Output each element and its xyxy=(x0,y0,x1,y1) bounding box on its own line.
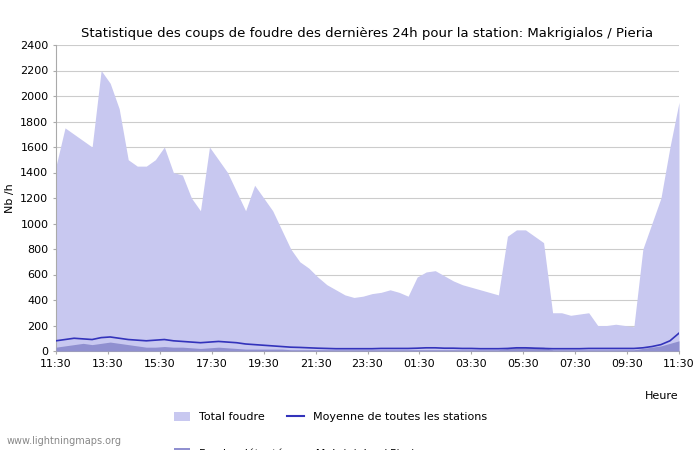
Legend: Foudre détectée par Makrigialos / Pieria: Foudre détectée par Makrigialos / Pieria xyxy=(174,448,421,450)
Text: Heure: Heure xyxy=(645,391,679,401)
Y-axis label: Nb /h: Nb /h xyxy=(5,183,15,213)
Text: www.lightningmaps.org: www.lightningmaps.org xyxy=(7,436,122,446)
Title: Statistique des coups de foudre des dernières 24h pour la station: Makrigialos /: Statistique des coups de foudre des dern… xyxy=(81,27,654,40)
